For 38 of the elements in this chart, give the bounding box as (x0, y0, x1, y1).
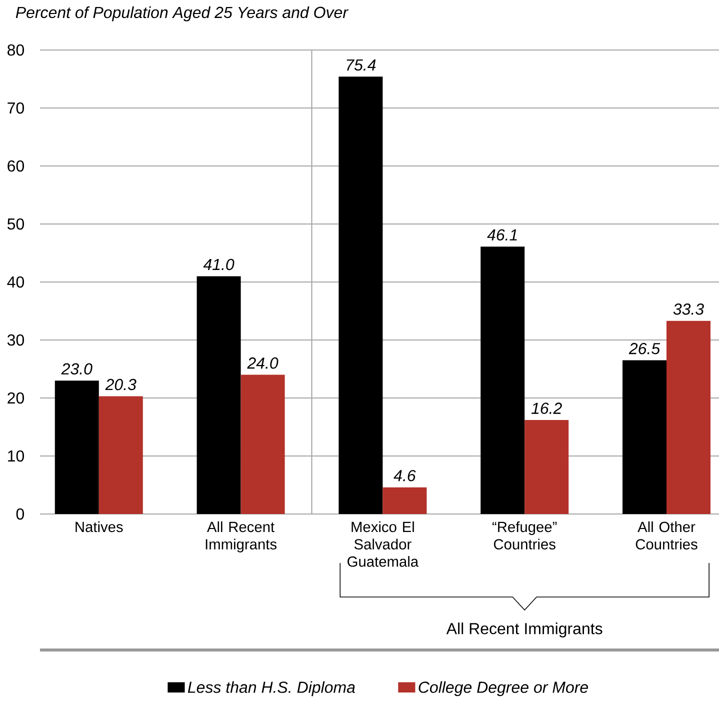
x-tick-label: Mexico El Salvador Guatemala (348, 521, 419, 567)
data-label: 20.3 (105, 378, 136, 390)
data-label: 75.4 (346, 59, 376, 71)
data-label: 4.6 (394, 470, 416, 482)
legend-label: College Degree or More (418, 681, 588, 696)
y-tick-label: 60 (8, 160, 24, 172)
x-tick-label: All Recent Immigrants (206, 521, 277, 552)
y-tick-label: 50 (7, 218, 24, 230)
text: All Recent Immigrants (446, 622, 602, 638)
bar (524, 420, 569, 514)
x-tick-label: Natives (76, 521, 123, 532)
chart-title: Percent of Population Aged 25 Years and Over (16, 6, 349, 22)
data-label: 24.0 (247, 357, 278, 369)
y-tick-label: 30 (7, 334, 24, 346)
y-tick-label: 0 (16, 508, 24, 520)
data-label: 23.0 (61, 363, 92, 375)
y-tick-label: 70 (8, 102, 24, 114)
bar (480, 246, 525, 514)
y-tick-label: 40 (7, 276, 24, 288)
legend-label: Less than H.S. Diploma (188, 681, 355, 696)
bar (54, 380, 99, 514)
bar (196, 276, 241, 514)
y-tick-label: 20 (8, 392, 24, 404)
bar (338, 76, 383, 514)
data-label: 16.2 (531, 402, 562, 414)
data-label: 46.1 (487, 229, 517, 241)
x-tick-label: All Other Countries (636, 521, 698, 550)
x-tick-label: “Refugee” Countries (492, 521, 557, 550)
bar (240, 374, 285, 514)
bar (98, 396, 143, 514)
y-tick-label: 80 (8, 44, 24, 56)
bar (666, 320, 710, 514)
data-label: 26.5 (628, 342, 660, 354)
y-tick-label: 10 (8, 450, 24, 462)
bar (622, 360, 666, 514)
bar (382, 487, 427, 514)
data-label: 33.3 (673, 303, 704, 315)
data-label: 41.0 (203, 258, 234, 270)
